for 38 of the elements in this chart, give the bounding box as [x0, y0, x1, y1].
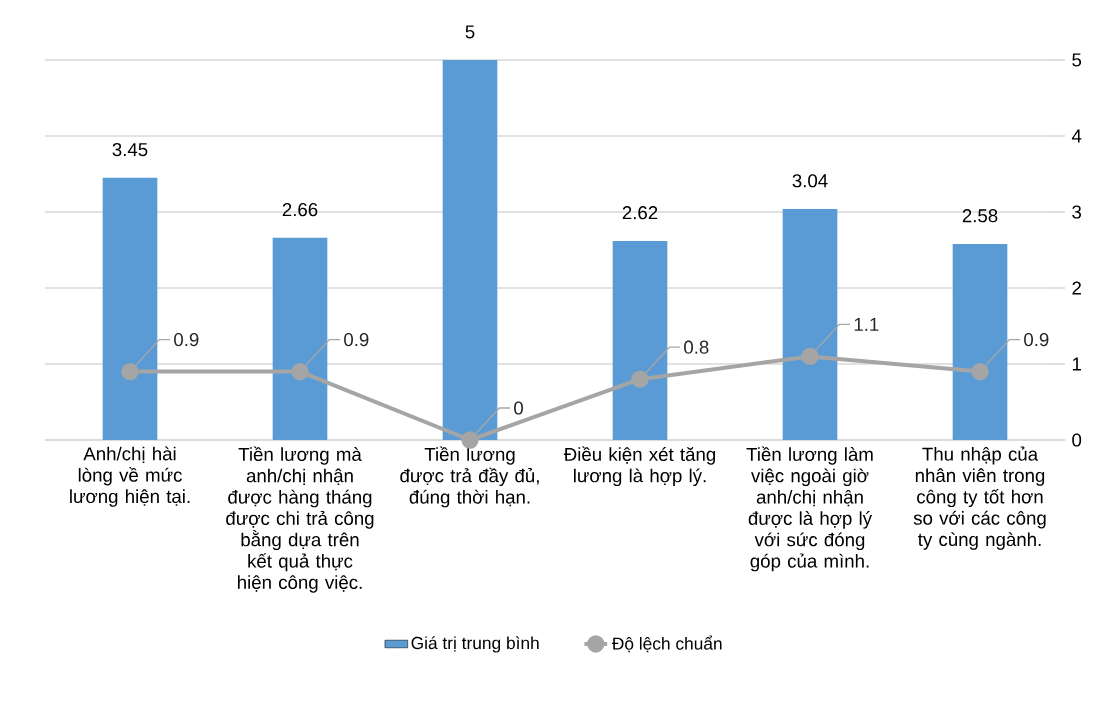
x-tick-label: Thu nhập của nhân viên trong công ty tốt hơn so với các công ty cùng ngành.: [913, 446, 1046, 550]
y-tick-label: 4: [1071, 129, 1082, 143]
bar: [782, 208, 838, 440]
data-label: 2.66: [282, 203, 318, 217]
data-label: 3.45: [112, 142, 148, 157]
data-label: 2.58: [962, 209, 998, 223]
data-label: 0.9: [174, 332, 199, 347]
x-tick-label: Anh/chị hài lòng về mức lương hiện tại.: [70, 446, 190, 507]
bar: [952, 243, 1008, 440]
point: [801, 347, 819, 366]
y-tick-label: 2: [1072, 281, 1081, 295]
data-label: 0: [514, 401, 523, 415]
x-tick-label: Tiền lương làm việc ngoài giờ anh/chị nhận được là hợp lý với sức đóng góp của mình.: [746, 446, 873, 572]
legend-label: Giá trị trung bình: [411, 636, 539, 653]
data-label: 1.1: [854, 317, 879, 331]
point: [121, 362, 139, 381]
point: [291, 362, 309, 381]
bar: [272, 237, 328, 440]
x-tick-label: Tiền lương mà anh/chị nhận được hàng tháng được chi trả công bằng dựa trên kết quả thực hiện công việc.: [226, 446, 374, 593]
y-tick-label: 1: [1072, 357, 1081, 371]
y-tick-label: 5: [1072, 53, 1082, 67]
legend-label: Độ lệch chuẩn: [611, 635, 722, 653]
data-label: 3.04: [792, 174, 828, 188]
point: [631, 370, 649, 388]
data-label: 0.9: [344, 332, 369, 347]
point: [461, 431, 479, 449]
data-label: 2.62: [622, 206, 658, 220]
data-label: 0.9: [1024, 332, 1049, 347]
y-tick-label: 3: [1072, 205, 1082, 219]
data-label: 0.8: [684, 340, 709, 354]
y-tick-label: 0: [1072, 433, 1082, 447]
point: [971, 362, 989, 381]
bar: [442, 60, 498, 440]
bar: [102, 177, 158, 440]
bar: [612, 240, 668, 440]
x-tick-label: Điều kiện xét tăng lương là hợp lý.: [563, 446, 716, 487]
x-tick-label: Tiền lương được trả đầy đủ, đúng thời hạn.: [400, 446, 539, 508]
data-label: 5: [465, 25, 475, 39]
